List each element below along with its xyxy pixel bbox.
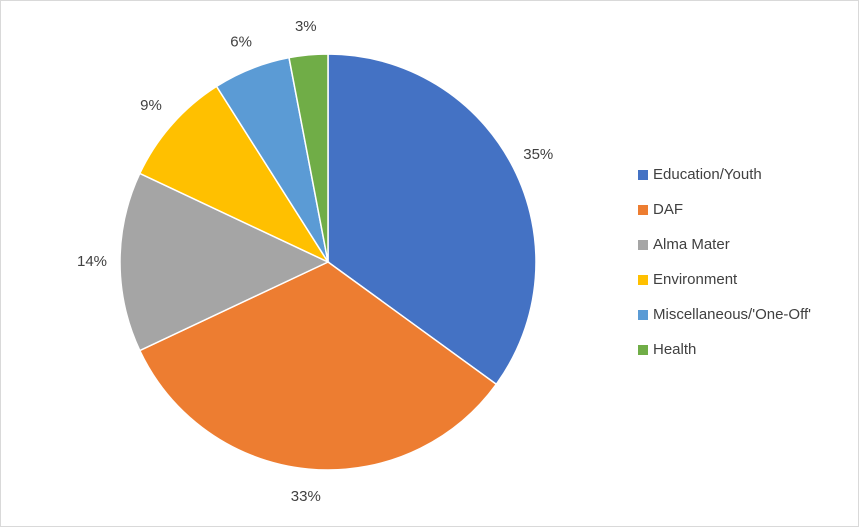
legend-label: Environment <box>653 271 738 288</box>
legend-swatch <box>638 205 648 215</box>
data-label: 3% <box>295 18 317 35</box>
pie-slice <box>138 261 498 471</box>
pie-slice <box>138 85 331 264</box>
legend-label: Health <box>653 341 696 358</box>
legend-label: Miscellaneous/'One-Off' <box>653 306 811 323</box>
legend-label: DAF <box>653 201 683 218</box>
data-label: 33% <box>291 488 321 505</box>
legend-swatch <box>638 345 648 355</box>
pie-slice <box>119 172 330 352</box>
legend-label: Education/Youth <box>653 166 762 183</box>
data-label: 9% <box>140 97 162 114</box>
data-label: 35% <box>523 146 553 163</box>
data-label: 14% <box>77 253 107 270</box>
pie-slice <box>288 53 329 263</box>
pie-slice <box>327 53 537 386</box>
data-label: 6% <box>230 34 252 51</box>
legend-label: Alma Mater <box>653 236 730 253</box>
legend-swatch <box>638 275 648 285</box>
legend-swatch <box>638 310 648 320</box>
legend-swatch <box>638 170 648 180</box>
legend-swatch <box>638 240 648 250</box>
